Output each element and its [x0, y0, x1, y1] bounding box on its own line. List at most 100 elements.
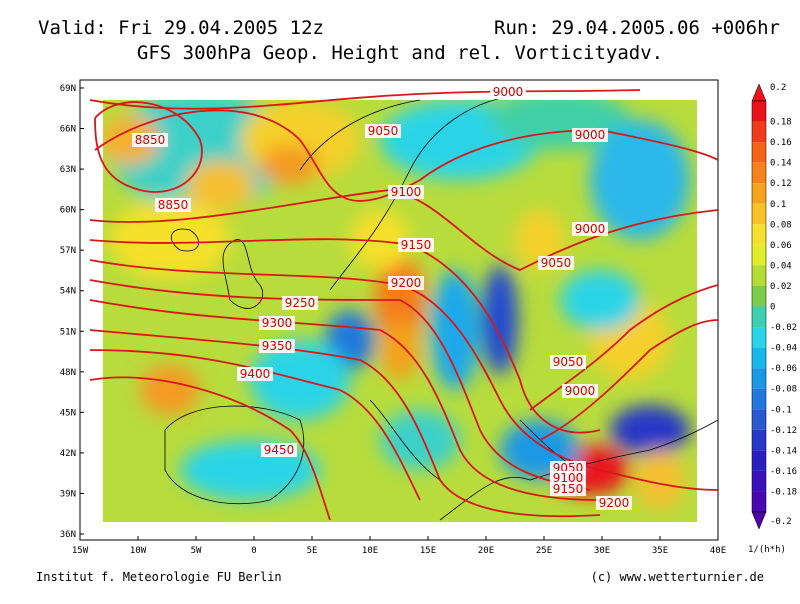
contour-label: 9000 — [565, 384, 596, 398]
coastline — [164, 405, 305, 505]
field-blob — [260, 145, 320, 185]
contour-label-box — [132, 133, 168, 147]
contour-line — [539, 319, 718, 441]
colorbar-label: -0.08 — [770, 385, 797, 395]
lon-label: 10E — [362, 546, 378, 556]
colorbar-segment — [752, 265, 766, 286]
contour-label-box — [550, 355, 586, 369]
coastline — [299, 99, 421, 171]
contour-label-box — [398, 238, 434, 252]
lat-label: 45N — [60, 408, 76, 418]
contour-line — [89, 259, 601, 471]
colorbar-top-cap — [751, 83, 767, 102]
lat-label: 54N — [60, 287, 76, 297]
valid-time: Valid: Fri 29.04.2005 12z — [38, 17, 324, 39]
contour-line — [89, 279, 591, 491]
contour-label-box — [550, 471, 586, 485]
lat-label: 51N — [60, 327, 76, 337]
field-blob — [350, 210, 410, 270]
colorbar-segment — [752, 347, 766, 369]
colorbar-label: 0.04 — [770, 261, 792, 271]
field-blob — [103, 115, 160, 165]
contour-line — [89, 89, 641, 110]
contour-label: 9050 — [368, 124, 399, 138]
lat-label: 69N — [60, 84, 76, 94]
lon-label: 10W — [130, 546, 147, 556]
colorbar-segment — [752, 491, 766, 512]
colorbar-segment — [752, 285, 766, 307]
contour-label-box — [365, 124, 401, 138]
coastline — [170, 228, 200, 252]
contour-label: 9150 — [553, 482, 584, 496]
colorbar-segment — [752, 142, 766, 163]
contour-line — [89, 299, 601, 501]
colorbar-segment — [752, 101, 766, 122]
contour-label: 9000 — [493, 85, 524, 99]
contour-label: 9100 — [553, 471, 584, 485]
colorbar-segment — [752, 368, 766, 389]
lat-label: 60N — [60, 206, 76, 216]
colorbar-segment — [752, 409, 766, 430]
contour-label: 9450 — [264, 443, 295, 457]
lat-label: 66N — [60, 125, 76, 135]
colorbar: 0.2 0.18 0.16 0.14 0.12 0.1 0.08 0.06 0.04 0.02 0 -… — [748, 83, 797, 555]
contour-label: 8850 — [135, 133, 166, 147]
colorbar-label: 0 — [770, 303, 775, 313]
contour-label-box — [562, 384, 598, 398]
field-blob — [380, 320, 420, 380]
contour-line — [599, 469, 718, 491]
colorbar-label: -0.16 — [770, 467, 797, 477]
contour-label-box — [155, 198, 191, 212]
contour-label: 9300 — [262, 316, 293, 330]
colorbar-label: -0.18 — [770, 487, 797, 497]
colorbar-label: -0.04 — [770, 344, 797, 354]
field-blob — [140, 365, 200, 415]
contour-line — [94, 101, 203, 193]
contour-line — [89, 329, 601, 518]
colorbar-segment — [752, 306, 766, 328]
contour-label-box — [490, 85, 526, 99]
colorbar-label: -0.1 — [770, 405, 792, 415]
contour-label-box — [572, 128, 608, 142]
contour-line — [89, 376, 331, 521]
colorbar-label: 0.08 — [770, 220, 792, 230]
colorbar-segment — [752, 121, 766, 143]
contour-label-box — [572, 222, 608, 236]
lat-label: 36N — [60, 530, 76, 540]
map-axes: 69N 66N 63N 60N 57N 54N 51N 48N 45N 42N 39N 36N 15W 1… — [60, 84, 726, 556]
map-title: GFS 300hPa Geop. Height and rel. Vortici… — [137, 42, 663, 64]
contour-label: 9400 — [240, 367, 271, 381]
contour-label-box — [596, 496, 632, 510]
colorbar-frame — [751, 100, 767, 513]
colorbar-label: -0.12 — [770, 426, 797, 436]
coastline — [369, 399, 441, 481]
colorbar-segment — [752, 162, 766, 184]
lat-label: 42N — [60, 449, 76, 459]
contour-label-box — [259, 316, 295, 330]
colorbar-label: 0.2 — [770, 83, 786, 93]
coastline — [222, 239, 263, 309]
contour-label: 9000 — [575, 222, 606, 236]
field-blob — [590, 120, 690, 240]
colorbar-unit: 1/(h*h) — [748, 545, 786, 555]
lat-label: 48N — [60, 368, 76, 378]
contour-label: 9150 — [401, 238, 432, 252]
contour-label-box — [388, 185, 424, 199]
colorbar-segment — [752, 203, 766, 225]
colorbar-label: 0.12 — [770, 179, 792, 189]
colorbar-label: 0.1 — [770, 200, 786, 210]
contour-label: 9250 — [285, 296, 316, 310]
contour-line — [89, 349, 421, 501]
contour-label: 9350 — [262, 339, 293, 353]
colorbar-label: -0.14 — [770, 446, 797, 456]
colorbar-bottom-cap — [751, 511, 767, 530]
contour-labels: 9000 9050 9000 8850 8850 9100 9000 9150 9050 9200… — [132, 85, 632, 510]
lon-label: 5W — [191, 546, 202, 556]
lon-label: 30E — [594, 546, 610, 556]
lat-label: 57N — [60, 246, 76, 256]
colorbar-label: 0.16 — [770, 138, 792, 148]
lon-label: 5E — [307, 546, 318, 556]
colorbar-label: -0.02 — [770, 323, 797, 333]
contour-label: 9000 — [575, 128, 606, 142]
